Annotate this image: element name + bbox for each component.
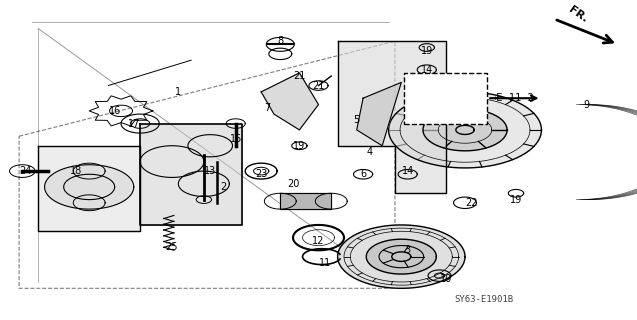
Text: 24: 24 [19,166,32,176]
Polygon shape [45,165,134,209]
Polygon shape [423,109,507,151]
Text: 12: 12 [312,236,325,246]
Text: 5: 5 [354,116,360,125]
Text: 21: 21 [293,71,306,81]
Text: 8: 8 [277,36,283,46]
Polygon shape [366,239,436,274]
Text: 20: 20 [287,179,299,189]
Text: 13: 13 [204,166,217,176]
Text: 15: 15 [229,134,242,144]
Text: ⇒E-11-2: ⇒E-11-2 [490,93,534,103]
Bar [404,73,487,124]
Text: 10: 10 [440,274,452,284]
Text: 17: 17 [127,119,140,129]
Text: 2: 2 [220,182,226,192]
Text: SY63-E1901B: SY63-E1901B [455,295,513,304]
Polygon shape [338,225,465,288]
Text: 7: 7 [264,103,271,113]
Text: 11: 11 [318,258,331,268]
Polygon shape [38,146,140,231]
Text: 1: 1 [175,87,182,97]
Text: 16: 16 [108,106,121,116]
Text: 22: 22 [465,198,478,208]
Polygon shape [338,41,446,193]
Text: 25: 25 [166,242,178,252]
Text: 19: 19 [510,195,522,204]
Polygon shape [261,73,318,130]
Text: 18: 18 [70,166,83,176]
Polygon shape [389,92,541,168]
Text: 6: 6 [360,169,366,179]
Text: 4: 4 [366,147,373,157]
Polygon shape [280,193,331,209]
Text: 3: 3 [404,245,411,255]
Text: 21: 21 [312,81,325,91]
Text: 19: 19 [293,141,306,151]
Polygon shape [357,82,401,146]
Polygon shape [140,124,242,225]
Text: 9: 9 [583,100,589,109]
Text: 14: 14 [420,65,433,75]
Text: 19: 19 [420,46,433,56]
Text: FR.: FR. [567,4,589,24]
Text: 14: 14 [401,166,414,176]
Text: 23: 23 [255,169,268,179]
